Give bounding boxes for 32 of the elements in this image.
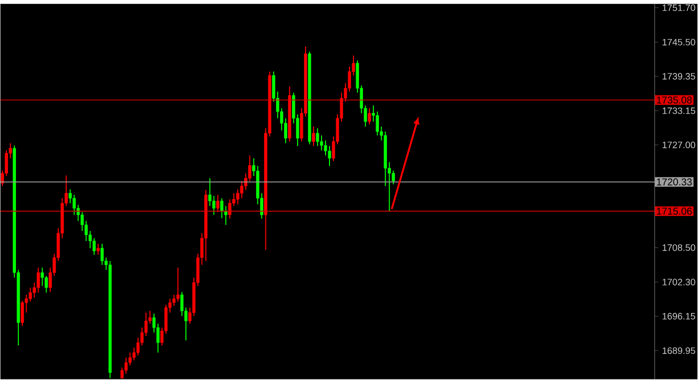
candlestick xyxy=(328,146,332,167)
ref-line-label: 1735.08 xyxy=(656,96,692,104)
candlestick xyxy=(228,199,232,220)
candlestick xyxy=(40,267,44,287)
y-tick-label: 1751.70 xyxy=(662,4,696,12)
candlestick xyxy=(96,243,100,256)
y-tick-label: 1739.35 xyxy=(662,73,696,80)
y-tick-label: 1745.50 xyxy=(662,39,696,46)
candlestick xyxy=(100,243,104,266)
ref-line-label: 1720.33 xyxy=(656,178,692,186)
y-tick-label: 1702.30 xyxy=(662,279,696,286)
y-tick-label: 1733.15 xyxy=(662,108,696,114)
y-tick-label: 1708.50 xyxy=(662,244,696,252)
y-tick-label: 1727.00 xyxy=(662,142,696,148)
candlestick xyxy=(220,198,224,219)
y-tick-label: 1689.95 xyxy=(662,348,696,354)
candlestick xyxy=(236,189,240,206)
ref-line-label: 1715.06 xyxy=(656,208,692,215)
candlestick xyxy=(316,128,320,147)
candlestick xyxy=(208,178,212,207)
y-tick-label: 1696.15 xyxy=(662,313,696,320)
candlestick xyxy=(324,140,328,156)
candlestick xyxy=(176,267,180,302)
candlestick xyxy=(36,267,40,294)
candlestick xyxy=(128,352,132,366)
candlestick xyxy=(320,135,324,152)
candlestick xyxy=(312,126,316,147)
candlestick xyxy=(216,194,220,213)
candlestick xyxy=(92,238,96,256)
candlestick xyxy=(368,108,371,126)
candlestick xyxy=(172,294,176,307)
candlestick xyxy=(20,300,24,327)
